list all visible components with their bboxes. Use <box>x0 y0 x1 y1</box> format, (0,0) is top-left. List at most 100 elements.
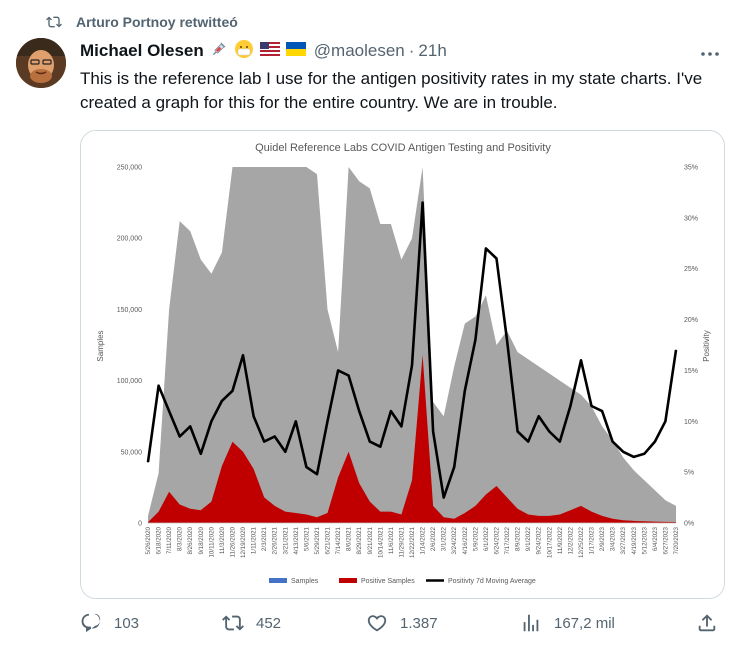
moving-average-point <box>622 451 624 453</box>
moving-average-point <box>379 446 381 448</box>
x-tick-label: 1/17/2023 <box>589 526 596 554</box>
y-tick-label: 100,000 <box>117 378 142 385</box>
x-tick-label: 6/18/2020 <box>156 526 163 554</box>
y2-tick-label: 25% <box>684 266 698 273</box>
like-button[interactable]: 1.387 <box>366 612 438 634</box>
x-tick-label: 6/1/2022 <box>483 526 490 551</box>
heart-icon <box>367 615 387 632</box>
moving-average-point <box>527 441 529 443</box>
author-handle[interactable]: @maolesen <box>313 41 405 60</box>
moving-average-point <box>675 349 677 351</box>
moving-average-point <box>168 410 170 412</box>
views-count: 167,2 mil <box>554 614 615 632</box>
y2-tick-label: 0% <box>684 521 694 528</box>
reply-button[interactable]: 103 <box>80 612 139 634</box>
reply-count: 103 <box>114 614 140 632</box>
x-tick-label: 5/9/2022 <box>472 526 479 551</box>
tweet-media[interactable]: Quidel Reference Labs COVID Antigen Test… <box>80 130 725 599</box>
x-tick-label: 6/24/2022 <box>493 526 500 554</box>
moving-average-point <box>569 405 571 407</box>
moving-average-point <box>506 339 508 341</box>
x-tick-label: 4/13/2021 <box>293 526 300 554</box>
x-tick-label: 7/17/2022 <box>504 526 511 554</box>
retweet-indicator[interactable]: Arturo Portnoy retwitteó <box>46 11 238 33</box>
x-tick-label: 8/3/2020 <box>177 526 184 551</box>
y2-axis-title: Positivity <box>702 330 711 362</box>
x-tick-label: 11/29/2021 <box>398 526 405 557</box>
x-tick-label: 3/4/2023 <box>610 526 617 551</box>
moving-average-point <box>612 441 614 443</box>
y2-tick-label: 15% <box>684 368 698 375</box>
x-tick-label: 5/26/2020 <box>145 526 152 554</box>
moving-average-point <box>390 410 392 412</box>
separator-dot: · <box>408 41 415 60</box>
x-tick-label: 9/24/2022 <box>536 526 543 554</box>
ukraine-flag-icon <box>285 41 306 61</box>
y2-tick-label: 20% <box>684 317 698 324</box>
retweet-count: 452 <box>256 614 282 632</box>
moving-average-point <box>231 390 234 392</box>
y-tick-label: 0 <box>138 521 142 528</box>
x-tick-label: 12/2/2022 <box>567 526 574 554</box>
moving-average-point <box>147 461 149 463</box>
retweet-icon <box>46 16 62 28</box>
x-tick-label: 4/19/2023 <box>631 526 638 554</box>
x-tick-label: 12/19/2020 <box>240 526 247 558</box>
moving-average-point <box>664 420 667 422</box>
more-icon[interactable] <box>700 44 720 69</box>
author-name[interactable]: Michael Olesen <box>80 41 204 60</box>
x-tick-label: 3/21/2021 <box>282 526 289 554</box>
x-tick-label: 9/18/2020 <box>198 526 205 554</box>
legend-label: Positivty 7d Moving Average <box>448 578 536 585</box>
moving-average-point <box>242 354 244 356</box>
x-tick-label: 12/22/2021 <box>409 526 416 558</box>
y2-tick-label: 5% <box>684 470 694 477</box>
reply-icon <box>81 613 101 633</box>
avatar[interactable] <box>16 38 66 88</box>
x-tick-label: 5/6/2021 <box>303 526 310 551</box>
moving-average-point <box>158 385 160 387</box>
x-tick-label: 8/9/2022 <box>515 526 522 551</box>
moving-average-point <box>253 415 255 417</box>
mask-face-icon <box>234 39 254 64</box>
moving-average-point <box>432 430 434 433</box>
moving-average-point <box>179 435 181 438</box>
y-tick-label: 50,000 <box>121 449 143 456</box>
moving-average-point <box>411 364 413 366</box>
x-tick-label: 6/4/2023 <box>652 526 659 551</box>
x-tick-label: 8/26/2020 <box>187 526 194 554</box>
x-tick-label: 10/17/2022 <box>546 526 553 558</box>
moving-average-point <box>221 400 223 402</box>
tweet-actions: 103 452 1.387 167,2 mil <box>80 612 720 642</box>
x-tick-label: 10/14/2021 <box>377 526 384 558</box>
legend-swatch <box>339 578 357 583</box>
moving-average-point <box>326 420 329 422</box>
moving-average-point <box>348 374 350 377</box>
views-button[interactable]: 167,2 mil <box>520 612 615 634</box>
moving-average-point <box>422 202 424 204</box>
moving-average-point <box>485 247 487 249</box>
moving-average-point <box>517 430 519 433</box>
like-count: 1.387 <box>400 614 438 632</box>
us-flag-icon <box>259 41 280 61</box>
retweet-button[interactable]: 452 <box>222 612 281 634</box>
share-icon <box>698 614 716 632</box>
moving-average-point <box>369 441 371 443</box>
moving-average-point <box>643 453 645 455</box>
legend-swatch <box>269 578 287 583</box>
x-tick-label: 1/14/2022 <box>420 526 427 554</box>
avatar-image <box>16 38 66 88</box>
x-tick-label: 8/29/2021 <box>356 526 363 554</box>
chart-title: Quidel Reference Labs COVID Antigen Test… <box>255 142 551 154</box>
tweet-text: This is the reference lab I use for the … <box>80 69 703 112</box>
x-tick-label: 7/11/2020 <box>166 526 173 554</box>
tweet-time[interactable]: 21h <box>418 41 447 60</box>
share-button[interactable] <box>696 612 730 634</box>
x-tick-label: 6/21/2021 <box>325 526 332 554</box>
y2-tick-label: 10% <box>684 419 698 426</box>
views-icon <box>523 614 539 632</box>
x-tick-label: 6/27/2023 <box>662 526 669 554</box>
moving-average-point <box>654 441 656 443</box>
legend-label: Positive Samples <box>361 578 415 585</box>
x-tick-label: 1/11/2021 <box>251 526 258 554</box>
